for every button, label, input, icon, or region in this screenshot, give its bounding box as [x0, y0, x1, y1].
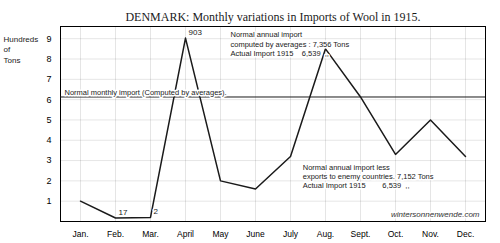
svg-text:HundredsofTons: HundredsofTons: [4, 35, 39, 65]
svg-text:903: 903: [189, 28, 203, 37]
svg-text:6: 6: [46, 95, 51, 105]
svg-text:8: 8: [46, 54, 51, 64]
svg-text:Dec.: Dec.: [457, 229, 474, 239]
svg-text:DENMARK: Monthly variations in: DENMARK: Monthly variations in Imports o…: [125, 10, 420, 24]
svg-text:Normal monthly import (Compute: Normal monthly import (Computed by avera…: [65, 88, 227, 97]
svg-text:June: June: [246, 229, 265, 239]
svg-text:Oct.: Oct.: [388, 229, 404, 239]
svg-text:Feb.: Feb.: [107, 229, 124, 239]
svg-text:Sept.: Sept.: [351, 229, 371, 239]
svg-text:Nov.: Nov.: [422, 229, 439, 239]
svg-text:3: 3: [46, 155, 51, 165]
svg-text:Mar.: Mar.: [142, 229, 159, 239]
svg-text:4: 4: [46, 135, 51, 145]
svg-text:Normal annual import lessexpor: Normal annual import lessexports to enem…: [303, 163, 434, 191]
svg-text:5: 5: [46, 115, 51, 125]
svg-text:2: 2: [154, 207, 159, 216]
svg-text:17: 17: [119, 208, 128, 217]
svg-text:2: 2: [46, 176, 51, 186]
svg-text:Aug.: Aug.: [317, 229, 335, 239]
svg-text:wintersonnenwende.com: wintersonnenwende.com: [391, 210, 480, 219]
svg-text:Jan.: Jan.: [72, 229, 88, 239]
svg-text:7: 7: [46, 74, 51, 84]
svg-text:April: April: [177, 229, 194, 239]
svg-text:May: May: [212, 229, 229, 239]
svg-text:Normal annual importcomputed b: Normal annual importcomputed by averages…: [231, 30, 350, 58]
svg-text:9: 9: [46, 34, 51, 44]
svg-text:July: July: [283, 229, 299, 239]
svg-text:1: 1: [46, 196, 51, 206]
